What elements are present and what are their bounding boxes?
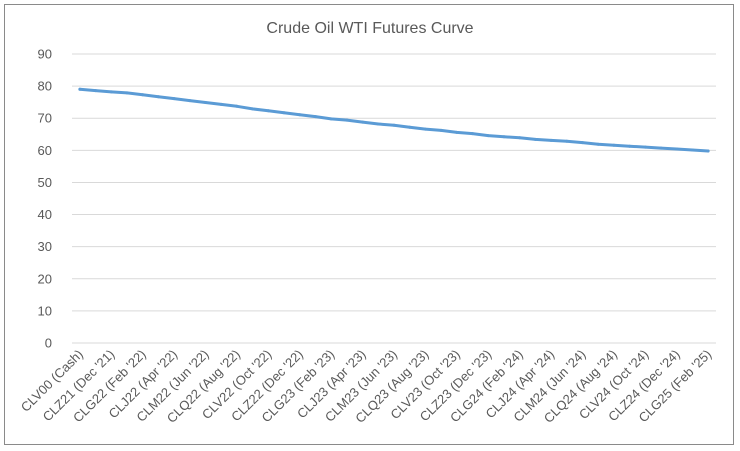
y-tick-label: 90 [38, 47, 52, 62]
data-point [612, 143, 616, 147]
y-tick-label: 50 [38, 175, 52, 190]
data-point [125, 91, 129, 95]
data-point [188, 99, 192, 103]
y-tick-label: 10 [38, 303, 52, 318]
data-point [266, 109, 270, 113]
data-point [78, 87, 82, 91]
y-tick-label: 0 [45, 336, 52, 351]
data-point [235, 104, 239, 108]
data-point [314, 115, 317, 119]
data-point [423, 127, 427, 131]
data-point [549, 138, 553, 142]
y-tick-label: 40 [38, 207, 52, 222]
data-point [329, 117, 333, 121]
series-layer [78, 87, 710, 153]
data-point [643, 145, 647, 149]
chart-title: Crude Oil WTI Futures Curve [266, 20, 473, 37]
data-point [156, 95, 160, 99]
gridlines [72, 53, 716, 344]
data-point [141, 93, 145, 97]
data-point [376, 122, 380, 126]
y-tick-label: 80 [38, 79, 52, 94]
data-point [392, 123, 396, 127]
data-point [172, 97, 176, 101]
data-point [486, 134, 490, 138]
data-point [408, 125, 412, 129]
data-point [533, 137, 537, 141]
data-point [298, 113, 302, 117]
data-point [219, 102, 223, 106]
data-point [628, 144, 632, 148]
data-point [581, 141, 584, 145]
data-point [675, 147, 679, 151]
data-point [471, 132, 474, 136]
data-point [455, 130, 459, 134]
data-point [439, 128, 443, 132]
y-tick-label: 60 [38, 143, 52, 158]
data-point [282, 111, 286, 115]
y-axis-ticks: 0 10 20 30 40 50 60 70 80 90 [38, 47, 52, 351]
data-point [518, 136, 522, 140]
data-point [565, 139, 569, 143]
data-point [659, 146, 663, 150]
data-point [502, 135, 506, 139]
y-tick-label: 30 [38, 239, 52, 254]
data-point [706, 149, 710, 153]
chart-frame: Crude Oil WTI Futures Curve 0 10 20 30 40 50 6… [4, 4, 734, 445]
data-point [345, 118, 349, 122]
futures-curve-chart: Crude Oil WTI Futures Curve 0 10 20 30 40 50 6… [18, 20, 716, 426]
data-point [361, 120, 365, 124]
x-axis-ticks: CLV00 (Cash)CLZ21 (Dec '21)CLG22 (Feb '2… [18, 347, 714, 426]
data-point [94, 89, 98, 93]
y-tick-label: 20 [38, 271, 52, 286]
data-point [204, 101, 207, 104]
data-point [109, 90, 113, 94]
data-point [251, 107, 255, 111]
data-point [596, 142, 600, 146]
y-tick-label: 70 [38, 111, 52, 126]
data-point [690, 148, 694, 152]
